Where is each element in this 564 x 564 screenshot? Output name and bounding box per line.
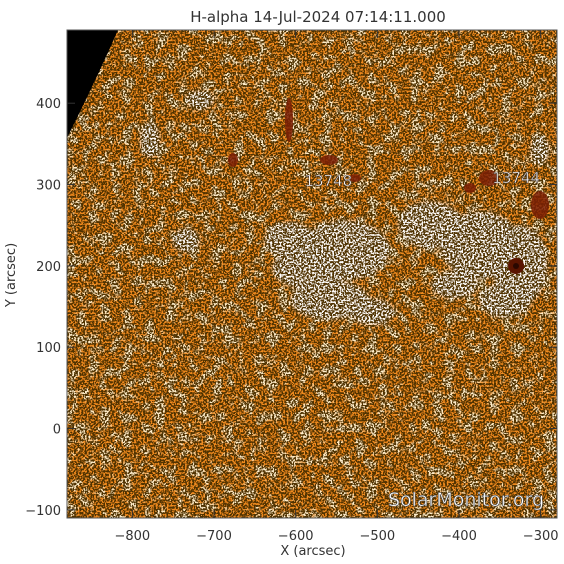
dark-features bbox=[228, 98, 549, 274]
dark-filament bbox=[531, 191, 549, 219]
y-tick-label: 0 bbox=[53, 423, 61, 438]
dark-filament bbox=[349, 174, 361, 182]
y-axis-label: Y (arcsec) bbox=[4, 243, 19, 308]
x-tick-label: −500 bbox=[359, 529, 395, 544]
y-tick-label: 300 bbox=[36, 179, 61, 194]
region-label: 13744 bbox=[492, 169, 540, 187]
dark-filament bbox=[228, 153, 238, 167]
x-tick-label: −800 bbox=[114, 529, 150, 544]
region-label: 13748 bbox=[304, 172, 352, 190]
dark-filament bbox=[285, 98, 293, 142]
plot-frame bbox=[66, 29, 558, 519]
sunspot-umbra bbox=[513, 263, 519, 269]
axis-ticks bbox=[67, 30, 557, 518]
y-tick-label: 200 bbox=[36, 260, 61, 275]
x-tick-label: −600 bbox=[278, 529, 314, 544]
y-tick-label: −100 bbox=[25, 504, 61, 519]
x-tick-label: −300 bbox=[523, 529, 559, 544]
tick-labels: −800 −700 −600 −500 −400 −300 −100 0 100 200 300 40… bbox=[25, 97, 558, 544]
dark-filament bbox=[320, 155, 338, 165]
dark-filament bbox=[464, 183, 476, 193]
surface-grain bbox=[67, 30, 557, 518]
y-tick-label: 100 bbox=[36, 341, 61, 356]
plot-area bbox=[67, 30, 557, 518]
x-tick-label: −400 bbox=[441, 529, 477, 544]
off-disk-region bbox=[67, 30, 118, 138]
dark-filament bbox=[479, 170, 499, 186]
y-tick-label: 400 bbox=[36, 97, 61, 112]
annotations: 13748 13744 bbox=[304, 169, 540, 191]
x-axis-label: X (arcsec) bbox=[280, 544, 345, 559]
chart-title: H-alpha 14-Jul-2024 07:14:11.000 bbox=[190, 8, 446, 26]
watermark: SolarMonitor.org bbox=[388, 489, 544, 511]
x-tick-label: −700 bbox=[196, 529, 232, 544]
